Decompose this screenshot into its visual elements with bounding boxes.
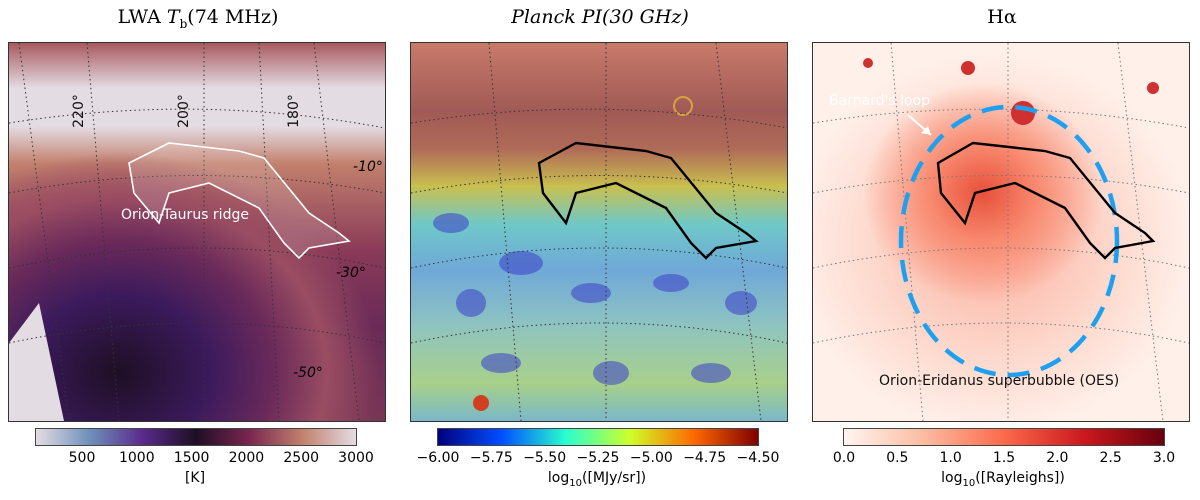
colorbar-tick-label: 2500 — [283, 450, 320, 466]
colorbar-tick-label: −5.25 — [576, 450, 620, 466]
hot-spot — [473, 395, 489, 411]
pi-blobs — [433, 213, 757, 385]
panel2-title: Planck PI(30 GHz) — [511, 6, 689, 28]
colorbar-tick-label: 3000 — [338, 450, 374, 466]
lon-label: 220° — [70, 94, 87, 128]
colorbar-tick-label: 0.5 — [886, 450, 909, 466]
colorbar-tick-label: 0.0 — [832, 450, 856, 466]
planck-map — [410, 42, 788, 422]
colorbar-tick-label: 2.0 — [1046, 450, 1069, 466]
colorbar-tick-label: 1000 — [118, 450, 155, 466]
colorbar-lwa — [35, 428, 357, 446]
colorbar-label: log10([MJy/sr]) — [547, 470, 647, 489]
colorbar-tick-label: −5.75 — [469, 450, 513, 466]
panel1-title: LWA Tb(74 MHz) — [8, 6, 388, 31]
colorbar-label: [K] — [184, 470, 206, 486]
lon-label: 180° — [285, 94, 302, 128]
title-sub: b — [179, 16, 188, 31]
arrow-icon — [907, 114, 932, 136]
map-edge-mask — [9, 303, 64, 421]
colorbar-planck — [437, 428, 759, 446]
lwa-overlay — [9, 43, 385, 421]
colorbar-tick-label: −4.50 — [736, 450, 780, 466]
oes-ellipse — [898, 104, 1120, 378]
colorbar-halpha — [843, 428, 1165, 446]
colorbar-tick-label: 1500 — [173, 450, 210, 466]
lon-label: 200° — [175, 94, 192, 128]
colorbar-tick-label: 3.0 — [1152, 450, 1176, 466]
colorbar-tick-label: −5.00 — [629, 450, 673, 466]
lat-label: -50° — [293, 365, 323, 381]
lat-label: -10° — [353, 159, 383, 175]
title-prefix: LWA — [117, 6, 167, 28]
orion-taurus-contour — [537, 141, 759, 260]
lwa-map: 220° 200° 180° -10° -30° -50° Orion-Taur… — [8, 42, 386, 422]
grid-lines — [9, 43, 385, 421]
colorbar-tick-label: 1.5 — [992, 450, 1016, 466]
lat-label: -30° — [336, 265, 366, 281]
halpha-map: Barnard's loop Orion-Eridanus superbubbl… — [812, 42, 1190, 422]
bright-knots — [863, 58, 1159, 125]
colorbar-label: log10([Rayleighs]) — [941, 470, 1065, 489]
orion-taurus-contour — [128, 142, 351, 260]
panel3-title: Hα — [987, 6, 1017, 28]
orion-taurus-contour — [936, 141, 1156, 260]
colorbar-tick-label: −6.00 — [416, 450, 460, 466]
colorbar-tick-label: 2000 — [228, 450, 265, 466]
colorbar-tick-label: −5.50 — [523, 450, 567, 466]
grid-lines — [411, 43, 787, 421]
colorbar-tick-label: −4.75 — [683, 450, 727, 466]
planck-overlay — [411, 43, 787, 421]
colorbar-tick-label: 500 — [68, 450, 96, 466]
colorbar-tick-label: 2.5 — [1099, 450, 1122, 466]
halpha-overlay — [813, 43, 1189, 421]
title-var: T — [166, 6, 180, 28]
source-ring — [673, 96, 693, 116]
barnards-loop-label: Barnard's loop — [829, 93, 931, 109]
colorbar-tick-label: 1.0 — [939, 450, 962, 466]
title-suffix: (74 MHz) — [187, 6, 279, 28]
region-label: Orion-Taurus ridge — [121, 207, 249, 223]
oes-label: Orion-Eridanus superbubble (OES) — [879, 373, 1120, 389]
